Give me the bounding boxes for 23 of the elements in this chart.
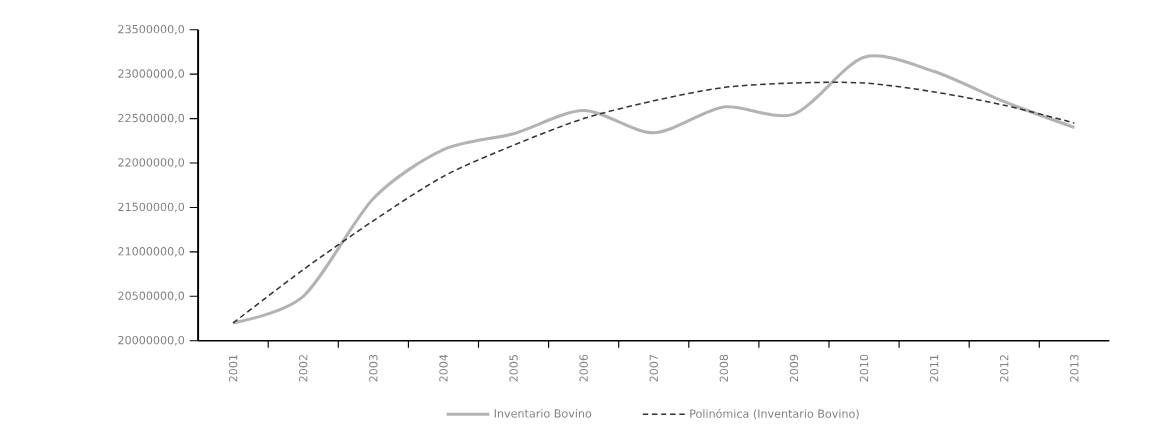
x-tick-label: 2004 [439,354,448,382]
y-tick-label: 20500000,0 [118,291,185,302]
x-tick-label: 2007 [649,355,658,382]
y-tick-label: 21500000,0 [118,202,185,213]
y-tick-label: 21000000,0 [118,247,185,257]
y-tick-label: 23500000,0 [118,24,185,35]
y-tick-label: 22000000,0 [118,158,185,168]
y-tick-label: 23000000,0 [118,69,185,79]
x-tick-label: 2010 [859,354,869,382]
x-tick-label: 2002 [299,355,308,382]
legend-label: Inventario Bovino [494,409,592,418]
y-tick-label: 20000000,0 [118,335,185,346]
x-tick-label: 2011 [929,355,939,382]
x-tick-label: 2009 [789,354,799,382]
x-tick-label: 2013 [1070,354,1079,382]
x-tick-label: 2008 [719,354,729,382]
x-tick-label: 2005 [509,355,518,382]
legend-label: Polinómica (Inventario Bovino) [690,408,859,420]
y-tick-label: 22500000,0 [118,113,185,124]
x-tick-label: 2012 [1000,355,1009,382]
x-tick-label: 2003 [369,354,378,382]
x-tick-label: 2006 [579,354,588,382]
x-tick-label: 2001 [228,355,238,382]
